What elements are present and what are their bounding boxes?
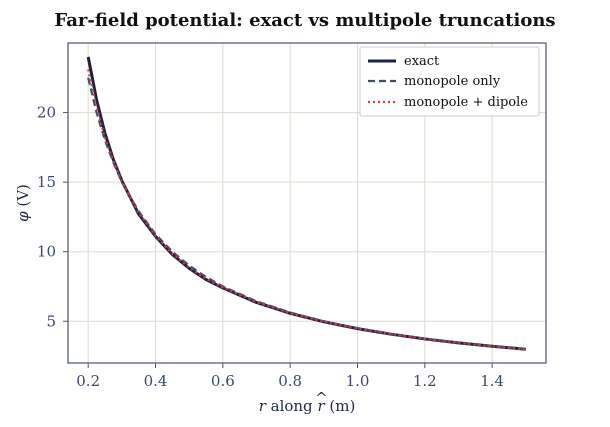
plot-frame	[67, 42, 547, 364]
x-axis-label: r along r (m)	[259, 397, 356, 415]
x-tick-label: 1.4	[480, 372, 504, 390]
x-axis-label-unit: (m)	[325, 397, 356, 415]
y-tick-label: 15	[37, 173, 56, 191]
legend-label-dipole: monopole + dipole	[404, 95, 528, 110]
y-axis-label-unit: (V)	[14, 184, 32, 211]
x-axis-label-var: r	[259, 397, 267, 415]
x-tick-label: 0.4	[144, 372, 168, 390]
x-tick-label: 1.0	[346, 372, 370, 390]
x-axis-label-hat-caret: ^	[315, 389, 328, 407]
y-tick-label: 5	[46, 312, 56, 330]
plot-series	[86, 56, 526, 351]
chart-title: Far-field potential: exact vs multipole …	[54, 10, 555, 31]
x-tick-label: 0.8	[278, 372, 302, 390]
axis-ticks: 0.2 0.4 0.6 0.8 1.0 1.2 1.4 5 10 15 20	[37, 104, 504, 390]
x-axis-label-mid: along	[266, 397, 318, 415]
legend-label-monopole: monopole only	[404, 74, 501, 89]
x-tick-label: 0.2	[76, 372, 100, 390]
y-tick-label: 10	[37, 243, 56, 261]
series-dipole-line	[87, 69, 526, 351]
y-axis-label: φ (V)	[14, 184, 32, 222]
legend: exact monopole only monopole + dipole	[359, 46, 540, 117]
x-axis-label-hat: r	[317, 397, 325, 415]
y-axis-label-var: φ	[14, 211, 32, 222]
y-tick-label: 20	[37, 104, 56, 122]
legend-label-exact: exact	[404, 54, 440, 69]
x-tick-label: 1.2	[413, 372, 437, 390]
x-tick-label: 0.6	[211, 372, 235, 390]
legend-box	[359, 46, 540, 117]
